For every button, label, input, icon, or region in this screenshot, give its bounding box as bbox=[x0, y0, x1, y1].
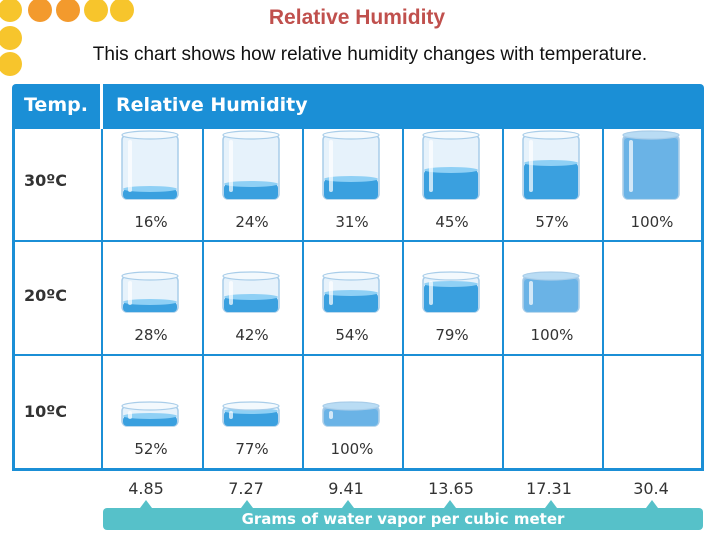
humidity-cell: 100% bbox=[502, 242, 602, 356]
water-glass-icon bbox=[222, 401, 280, 427]
humidity-cell: 52% bbox=[101, 356, 201, 470]
water-glass-icon bbox=[121, 401, 179, 427]
humidity-cell: 57% bbox=[502, 129, 602, 243]
humidity-percent: 100% bbox=[330, 440, 374, 458]
water-glass-icon bbox=[121, 130, 179, 200]
water-glass-icon bbox=[322, 401, 380, 427]
humidity-percent: 100% bbox=[630, 213, 674, 231]
humidity-cell: 42% bbox=[202, 242, 302, 356]
axis-tick bbox=[444, 500, 456, 508]
humidity-grid bbox=[12, 129, 704, 471]
water-glass-icon bbox=[422, 130, 480, 200]
humidity-cell: 54% bbox=[302, 242, 402, 356]
axis-tick bbox=[140, 500, 152, 508]
axis-tick bbox=[545, 500, 557, 508]
header-relative-humidity: Relative Humidity bbox=[116, 94, 308, 116]
grams-value: 9.41 bbox=[328, 479, 364, 498]
humidity-percent: 79% bbox=[435, 326, 469, 344]
humidity-cell: 100% bbox=[602, 129, 702, 243]
water-glass-icon bbox=[222, 130, 280, 200]
grams-value: 30.4 bbox=[633, 479, 669, 498]
humidity-cell: 77% bbox=[202, 356, 302, 470]
water-glass-icon bbox=[522, 271, 580, 313]
axis-label: Grams of water vapor per cubic meter bbox=[241, 510, 565, 528]
page-subtitle: This chart shows how relative humidity c… bbox=[92, 44, 648, 65]
water-glass-icon bbox=[522, 130, 580, 200]
water-glass-icon bbox=[222, 271, 280, 313]
table-header: Temp. Relative Humidity bbox=[12, 84, 704, 129]
water-glass-icon bbox=[422, 271, 480, 313]
humidity-percent: 31% bbox=[335, 213, 369, 231]
humidity-cell: 79% bbox=[402, 242, 502, 356]
page-title: Relative Humidity bbox=[268, 6, 446, 29]
humidity-percent: 52% bbox=[134, 440, 168, 458]
axis-tick bbox=[342, 500, 354, 508]
humidity-cell: 45% bbox=[402, 129, 502, 243]
humidity-cell: 28% bbox=[101, 242, 201, 356]
temp-label-20: 20ºC bbox=[24, 286, 68, 305]
grams-value: 17.31 bbox=[526, 479, 572, 498]
axis-tick bbox=[646, 500, 658, 508]
humidity-percent: 77% bbox=[235, 440, 269, 458]
humidity-percent: 57% bbox=[535, 213, 569, 231]
temp-label-10: 10ºC bbox=[24, 402, 68, 421]
humidity-percent: 100% bbox=[530, 326, 574, 344]
water-glass-icon bbox=[322, 271, 380, 313]
humidity-percent: 28% bbox=[134, 326, 168, 344]
axis-tick bbox=[241, 500, 253, 508]
humidity-percent: 16% bbox=[134, 213, 168, 231]
humidity-percent: 54% bbox=[335, 326, 369, 344]
humidity-cell: 24% bbox=[202, 129, 302, 243]
humidity-percent: 45% bbox=[435, 213, 469, 231]
water-glass-icon bbox=[622, 130, 680, 200]
humidity-cell: 16% bbox=[101, 129, 201, 243]
humidity-cell: 31% bbox=[302, 129, 402, 243]
humidity-cell: 100% bbox=[302, 356, 402, 470]
temp-label-30: 30ºC bbox=[24, 171, 68, 190]
decorative-dots bbox=[0, 0, 134, 76]
humidity-percent: 42% bbox=[235, 326, 269, 344]
water-glass-icon bbox=[322, 130, 380, 200]
humidity-percent: 24% bbox=[235, 213, 269, 231]
grams-value: 7.27 bbox=[228, 479, 264, 498]
grams-value: 4.85 bbox=[128, 479, 164, 498]
grams-axis-bar: Grams of water vapor per cubic meter bbox=[103, 508, 703, 530]
header-temp: Temp. bbox=[24, 94, 88, 116]
grams-value: 13.65 bbox=[428, 479, 474, 498]
water-glass-icon bbox=[121, 271, 179, 313]
